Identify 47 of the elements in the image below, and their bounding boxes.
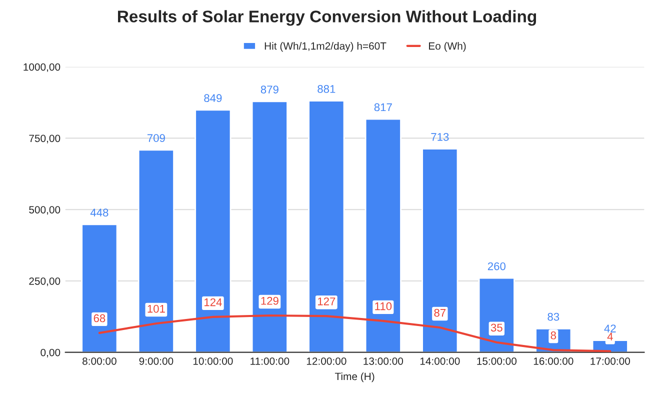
x-tick-label: 11:00:00 [250,357,290,365]
data-label: 110 [375,302,392,310]
data-label: 68 [94,314,106,322]
data-label: 127 [318,297,336,306]
x-tick-label: 12:00:00 [306,357,346,365]
data-label: 101 [148,304,165,313]
bar [478,277,515,352]
data-label: 4 [607,332,613,340]
y-tick-label: 1000,00 [24,63,60,72]
data-label: 881 [318,85,336,93]
y-tick-label: 250,00 [29,277,60,286]
data-label: 87 [434,308,446,317]
data-label: 448 [90,208,108,217]
chart-title: Results of Solar Energy Conversion Without Loading [118,10,536,26]
x-tick-label: 16:00:00 [534,357,574,365]
data-label: 8 [550,331,556,340]
x-tick-label: 14:00:00 [420,357,460,365]
data-label: 817 [374,103,392,112]
data-label: 124 [204,298,222,306]
y-tick-label: 500,00 [29,206,60,215]
bar [364,118,402,352]
data-label: 129 [261,296,278,305]
data-label: 879 [260,86,278,94]
x-tick-label: 10:00:00 [193,357,233,365]
bar [308,100,345,352]
data-label: 713 [431,132,449,141]
legend-label: Eo (Wh) [429,42,466,52]
x-tick-label: 17:00:00 [590,357,630,365]
bar [422,148,458,352]
x-axis-title: Time (H) [334,372,374,382]
bar [81,224,118,352]
data-label: 849 [204,94,222,102]
y-tick-label: 750,00 [29,134,60,144]
bar [138,149,174,352]
data-label: 35 [490,324,502,332]
bar [251,100,288,352]
x-tick-label: 9:00:00 [139,357,174,365]
data-label: 42 [604,324,616,332]
x-tick-label: 8:00:00 [82,357,116,365]
x-tick-label: 15:00:00 [477,357,517,365]
data-label: 260 [488,262,506,270]
legend-label: Hit (Wh/1,1m2/day) h=60T [264,42,386,52]
data-label: 83 [548,312,560,321]
bar [194,109,232,352]
data-label: 709 [147,134,165,142]
x-tick-label: 13:00:00 [364,357,404,365]
y-tick-label: 0,00 [40,348,60,358]
